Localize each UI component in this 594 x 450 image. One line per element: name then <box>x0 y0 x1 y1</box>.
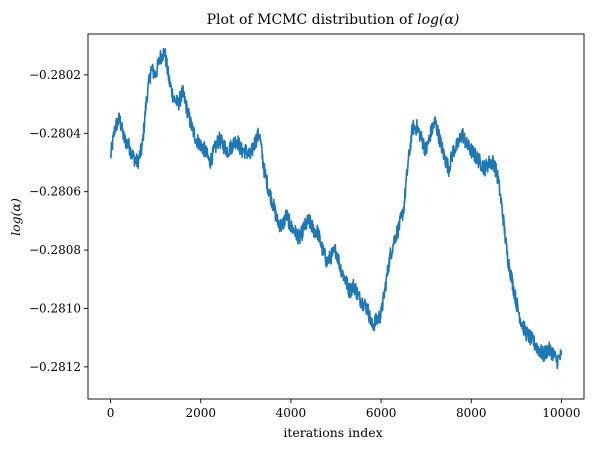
chart-title-prefix: Plot of MCMC distribution of <box>207 12 417 28</box>
x-axis: 0 2000 4000 6000 8000 10000 <box>107 399 581 420</box>
y-tick-label: −0.2808 <box>29 243 81 257</box>
x-tick-label: 8000 <box>456 406 487 420</box>
x-tick-label: 4000 <box>276 406 307 420</box>
plot-area <box>109 48 563 370</box>
x-tick-label: 6000 <box>366 406 397 420</box>
chart-title: Plot of MCMC distribution of log(α) <box>207 12 460 28</box>
chart-title-math: log(α) <box>417 12 459 28</box>
y-axis: −0.2812 −0.2810 −0.2808 −0.2806 −0.2804 −0.28… <box>29 68 88 374</box>
y-axis-label: log(α) <box>8 198 23 236</box>
x-axis-label: iterations index <box>283 425 382 440</box>
axes-frame <box>87 33 585 400</box>
x-tick-label: 10000 <box>542 406 580 420</box>
x-tick-label: 2000 <box>185 406 216 420</box>
trace-line <box>109 48 563 370</box>
y-tick-label: −0.2804 <box>29 126 81 140</box>
y-tick-label: −0.2806 <box>29 185 81 199</box>
x-tick-label: 0 <box>107 406 115 420</box>
y-tick-label: −0.2812 <box>29 360 81 374</box>
y-tick-label: −0.2802 <box>29 68 81 82</box>
y-tick-label: −0.2810 <box>29 301 81 315</box>
